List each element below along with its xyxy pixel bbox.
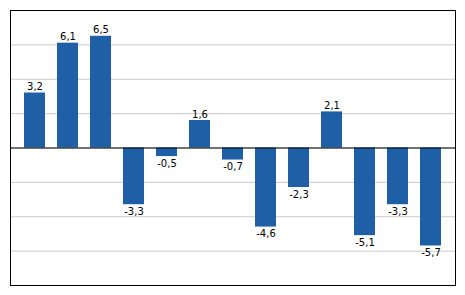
svg-text:6,5: 6,5 — [93, 24, 109, 35]
svg-text:-3,3: -3,3 — [124, 206, 144, 217]
svg-text:-5,1: -5,1 — [355, 237, 375, 248]
svg-text:-4,6: -4,6 — [256, 228, 276, 239]
svg-text:-0,5: -0,5 — [157, 158, 177, 169]
svg-text:2,1: 2,1 — [324, 100, 340, 111]
svg-text:-3,3: -3,3 — [388, 206, 408, 217]
svg-text:3,2: 3,2 — [27, 81, 43, 92]
svg-text:1,6: 1,6 — [192, 109, 208, 120]
svg-text:6,1: 6,1 — [60, 31, 76, 42]
svg-text:-0,7: -0,7 — [223, 161, 243, 172]
svg-text:-5,7: -5,7 — [421, 247, 441, 258]
svg-text:-2,3: -2,3 — [289, 189, 309, 200]
